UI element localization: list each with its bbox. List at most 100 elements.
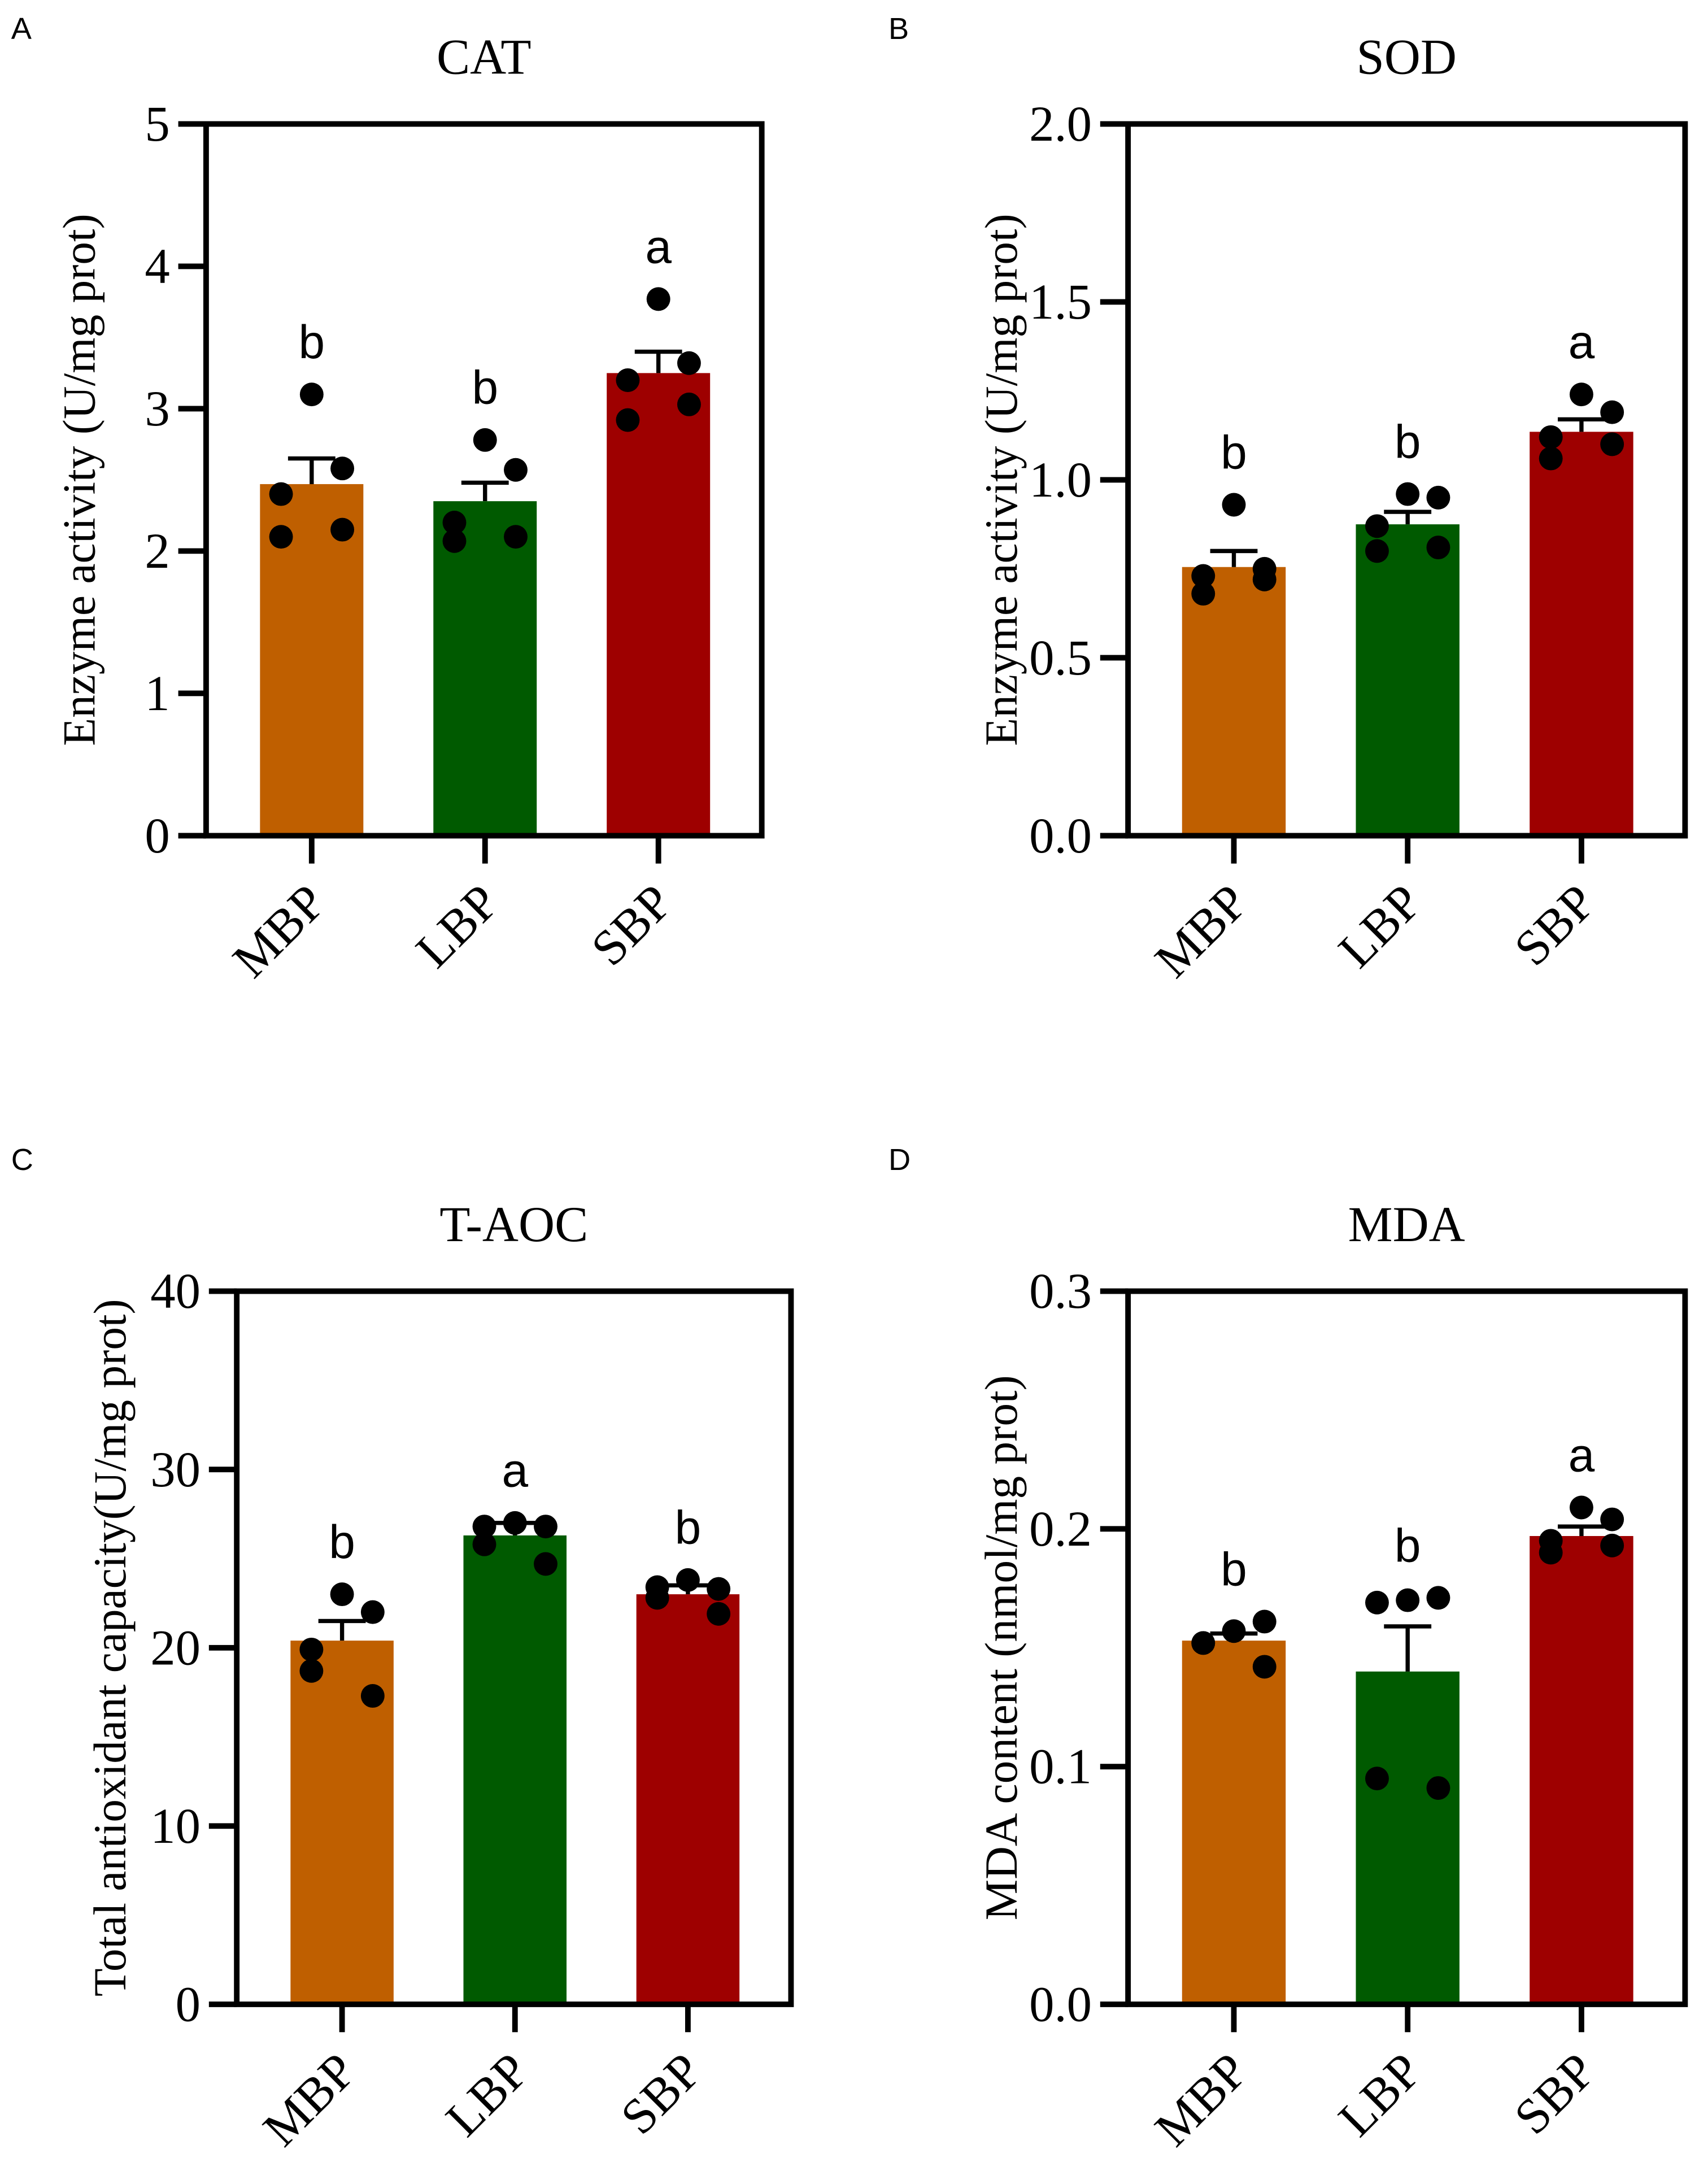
y-tick-label: 1.0 (1029, 453, 1092, 508)
data-point (472, 1515, 496, 1539)
data-point (646, 287, 670, 311)
data-point (616, 408, 640, 432)
data-point (1365, 1767, 1389, 1791)
data-point (442, 529, 467, 553)
data-point (269, 482, 293, 506)
data-point (1426, 536, 1450, 560)
data-point (1191, 564, 1216, 588)
bar-LBP (1356, 524, 1460, 836)
panel-label: D (888, 1143, 911, 1177)
panel-label: C (11, 1143, 33, 1177)
data-point (1539, 425, 1563, 449)
chart-title: MDA (1348, 1197, 1465, 1252)
data-point (473, 428, 497, 452)
data-point (1539, 446, 1563, 471)
significance-letter: b (472, 361, 498, 414)
data-point (677, 392, 701, 416)
data-point (534, 1515, 557, 1539)
data-point (707, 1577, 731, 1601)
data-point (1252, 567, 1277, 591)
x-tick-label: MBP (1144, 874, 1258, 988)
y-tick-label: 2 (145, 524, 169, 579)
data-point (1600, 432, 1624, 456)
data-point (472, 1532, 496, 1556)
y-axis-label: Total antioxidant capacity(U/mg prot) (84, 1299, 136, 1996)
data-point (677, 351, 701, 375)
data-point (616, 368, 640, 392)
data-point (1569, 1495, 1593, 1520)
data-point (1365, 514, 1389, 538)
y-axis-label: Enzyme activity (U/mg prot) (975, 214, 1027, 746)
x-tick-label: SBP (1504, 2043, 1606, 2145)
panel-A: A CAT Enzyme activity (U/mg prot) b MBP b LBP a… (11, 12, 765, 988)
data-point (503, 1511, 527, 1535)
bar-LBP (1356, 1671, 1460, 2004)
y-tick-label: 0.0 (1029, 808, 1092, 864)
data-point (1396, 482, 1420, 506)
bar-SBP (607, 373, 711, 836)
data-point (330, 517, 355, 542)
significance-letter: b (329, 1515, 355, 1568)
data-point (1365, 539, 1389, 563)
y-tick-label: 0.0 (1029, 1977, 1092, 2033)
bar-MBP (1182, 1641, 1286, 2004)
data-point (1426, 485, 1450, 510)
x-tick-label: MBP (223, 874, 337, 988)
panel-label: B (888, 12, 909, 46)
chart-title: CAT (437, 30, 532, 85)
y-axis-label: MDA content (nmol/mg prot) (975, 1375, 1027, 1920)
y-tick-label: 0.3 (1029, 1264, 1092, 1319)
data-point (1222, 493, 1246, 517)
x-tick-label: LBP (1328, 874, 1432, 978)
significance-letter: a (502, 1444, 528, 1497)
data-point (330, 1582, 354, 1607)
data-point (1396, 1588, 1420, 1612)
data-point (676, 1568, 700, 1592)
x-tick-label: SBP (1504, 874, 1606, 976)
data-point (534, 1552, 557, 1576)
x-tick-label: MBP (1144, 2043, 1258, 2157)
y-tick-label: 5 (145, 97, 169, 152)
data-point (707, 1602, 731, 1626)
bar-LBP (463, 1535, 567, 2004)
data-point (1252, 1609, 1277, 1634)
x-tick-label: LBP (406, 874, 509, 978)
data-point (1426, 1776, 1450, 1800)
data-point (1191, 582, 1216, 606)
significance-letter: a (1569, 1428, 1595, 1481)
y-tick-label: 3 (145, 381, 169, 437)
data-point (1191, 1631, 1216, 1655)
significance-letter: b (299, 315, 325, 368)
data-point (1600, 1507, 1624, 1532)
y-tick-label: 2.0 (1029, 97, 1092, 152)
significance-letter: b (1221, 1542, 1247, 1595)
data-point (1600, 400, 1624, 424)
y-tick-label: 20 (150, 1620, 201, 1676)
y-tick-label: 40 (150, 1264, 201, 1319)
y-axis-label: Enzyme activity (U/mg prot) (54, 214, 105, 746)
data-point (1222, 1619, 1246, 1643)
chart-title: T-AOC (439, 1197, 588, 1252)
significance-letter: a (645, 220, 672, 273)
plot-frame (203, 121, 765, 839)
bar-SBP (636, 1594, 740, 2004)
y-tick-label: 1 (145, 666, 169, 721)
panel-D: D MDA MDA content (nmol/mg prot) b MBP b LBP a S… (888, 1143, 1688, 2157)
data-point (1252, 1655, 1277, 1679)
significance-letter: b (675, 1501, 702, 1554)
data-point (645, 1586, 669, 1610)
data-point (504, 525, 528, 549)
bar-SBP (1530, 1535, 1633, 2004)
bar-SBP (1530, 432, 1633, 836)
chart-title: SOD (1356, 30, 1457, 85)
x-tick-label: LBP (1328, 2043, 1432, 2147)
y-tick-label: 0.2 (1029, 1502, 1092, 1557)
data-point (330, 456, 355, 481)
data-point (360, 1600, 385, 1624)
x-tick-label: SBP (581, 874, 683, 976)
data-point (1426, 1586, 1450, 1610)
y-tick-label: 1.5 (1029, 275, 1092, 330)
data-point (1600, 1533, 1624, 1557)
y-tick-label: 0 (145, 808, 169, 864)
